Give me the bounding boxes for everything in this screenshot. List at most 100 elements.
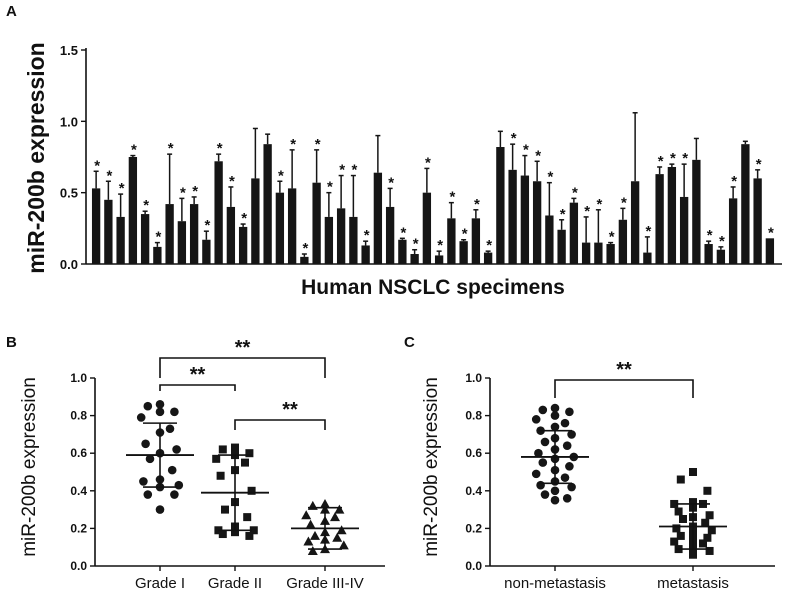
panel-b-point-triangle <box>310 530 320 540</box>
panel-a-bar <box>471 218 481 264</box>
panel-a-significance-star: * <box>351 162 357 179</box>
panel-a-bar <box>140 214 150 264</box>
panel-a-significance-star: * <box>413 236 419 253</box>
panel-a-significance-star: * <box>670 150 676 167</box>
panel-a-bar <box>520 175 530 264</box>
panel-b-point-circle <box>141 439 150 449</box>
panel-a-significance-star: * <box>535 147 541 164</box>
panel-c-point-circle <box>550 486 560 496</box>
panel-b-point-square <box>243 513 252 522</box>
panel-c-point-square <box>674 507 683 516</box>
panel-a-bar <box>165 204 174 264</box>
panel-b-point-square <box>231 528 239 537</box>
panel-a-bar <box>422 192 432 264</box>
panel-a-bar-chart: miR-200b expression Human NSCLC specimen… <box>23 42 782 299</box>
panel-b-point-circle <box>155 400 165 409</box>
panel-a-bar <box>434 255 444 264</box>
panel-a-bar <box>581 242 591 264</box>
panel-a-bar <box>741 144 750 264</box>
panel-c-y-tick-label: 0.6 <box>465 446 482 460</box>
panel-a-significance-star: * <box>168 140 174 157</box>
panel-b-point-triangle <box>336 525 347 535</box>
panel-a-bar <box>765 238 775 264</box>
panel-a-significance-star: * <box>155 229 161 246</box>
panel-b-y-tick-label: 0.0 <box>70 559 87 573</box>
panel-a-significance-star: * <box>131 142 137 159</box>
panel-a-significance-star: * <box>437 237 443 254</box>
panel-c-point-circle <box>565 462 574 471</box>
panel-a-bar <box>557 229 566 264</box>
panel-b-point-triangle <box>338 540 349 550</box>
panel-a-bar <box>251 178 260 264</box>
panel-b-point-circle <box>143 490 153 499</box>
panel-a-significance-star: * <box>645 223 651 240</box>
panel-b-point-circle <box>170 407 179 417</box>
panel-a-significance-star: * <box>192 183 198 200</box>
panel-c-y-tick-label: 0.8 <box>465 409 482 423</box>
panel-a-significance-star: * <box>106 167 112 184</box>
panel-b-point-triangle <box>305 519 316 529</box>
panel-c-point-square <box>679 515 687 523</box>
panel-a-significance-star: * <box>682 150 688 167</box>
panel-c-y-axis-title: miR-200b expression <box>421 377 442 557</box>
panel-c-x-tick-label: non-metastasis <box>504 575 606 592</box>
panel-a-significance-star: * <box>719 233 725 250</box>
panel-a-bar <box>189 204 199 264</box>
panel-c-point-circle <box>562 494 572 503</box>
panel-c-point-square <box>676 531 685 540</box>
panel-a-bar <box>177 221 187 264</box>
panel-a-bar <box>410 254 419 264</box>
panel-b-y-tick-label: 1.0 <box>70 371 87 385</box>
panel-a-significance-star: * <box>143 197 149 214</box>
panel-a-significance-star: * <box>388 174 394 191</box>
panel-a-bar <box>361 245 370 264</box>
panel-a-significance-star: * <box>523 142 529 159</box>
panel-a-y-tick-label: 1.5 <box>60 43 78 58</box>
panel-c-point-circle <box>540 437 550 447</box>
panel-a-bar <box>447 218 456 264</box>
panel-a-bar <box>545 215 554 264</box>
panel-a-significance-star: * <box>339 162 345 179</box>
panel-b-point-square <box>245 531 254 540</box>
panel-a-significance-star: * <box>511 130 517 147</box>
panel-b-point-square <box>218 445 227 454</box>
panel-c-y-tick-label: 0.2 <box>465 521 482 535</box>
panel-a-significance-star: * <box>621 194 627 211</box>
panel-a-bar <box>618 219 628 264</box>
panel-a-significance-star: * <box>302 240 308 257</box>
panel-a-bar <box>116 216 125 264</box>
panel-c-point-square <box>689 468 697 476</box>
panel-b-point-circle <box>174 480 184 490</box>
panel-b-significance-label: ** <box>235 337 251 359</box>
panel-b-y-tick-label: 0.2 <box>70 521 87 535</box>
panel-c-significance-bracket <box>554 379 694 398</box>
panel-a-y-tick-label: 1.0 <box>60 114 78 129</box>
panel-a-significance-star: * <box>731 173 737 190</box>
panel-a-y-axis-title: miR-200b expression <box>23 42 49 273</box>
panel-b-point-circle <box>139 477 148 486</box>
panel-c-point-circle <box>567 482 576 492</box>
panel-a-bar <box>104 199 113 264</box>
panel-label-a: A <box>6 3 17 20</box>
panel-c-significance-label: ** <box>616 359 632 381</box>
panel-a-bar <box>349 216 358 264</box>
panel-a-significance-star: * <box>768 224 774 241</box>
panel-c-y-tick-label: 0.4 <box>465 484 482 498</box>
panel-b-y-tick-label: 0.8 <box>70 409 87 423</box>
panel-c-point-circle <box>567 430 576 439</box>
panel-a-bar <box>312 182 321 264</box>
panel-b-point-square <box>249 526 258 535</box>
panel-a-significance-star: * <box>560 206 566 223</box>
panel-c-point-circle <box>550 403 560 413</box>
panel-label-b: B <box>6 334 17 351</box>
panel-b-x-tick-label: Grade II <box>208 575 262 592</box>
panel-a-significance-star: * <box>400 224 406 241</box>
panel-a-bar <box>594 242 603 264</box>
panel-b-y-axis-title: miR-200b expression <box>19 377 40 557</box>
panel-b-point-triangle <box>303 536 314 546</box>
panel-b-significance-bracket <box>234 419 326 430</box>
panel-a-bar <box>398 239 407 264</box>
panel-a-significance-star: * <box>278 167 284 184</box>
panel-c-point-circle <box>540 490 550 499</box>
panel-b-x-tick-label: Grade I <box>135 575 185 592</box>
